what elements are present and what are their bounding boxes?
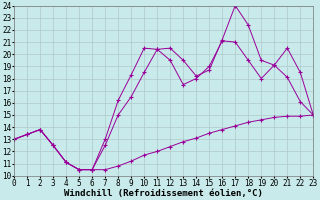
X-axis label: Windchill (Refroidissement éolien,°C): Windchill (Refroidissement éolien,°C) — [64, 189, 263, 198]
